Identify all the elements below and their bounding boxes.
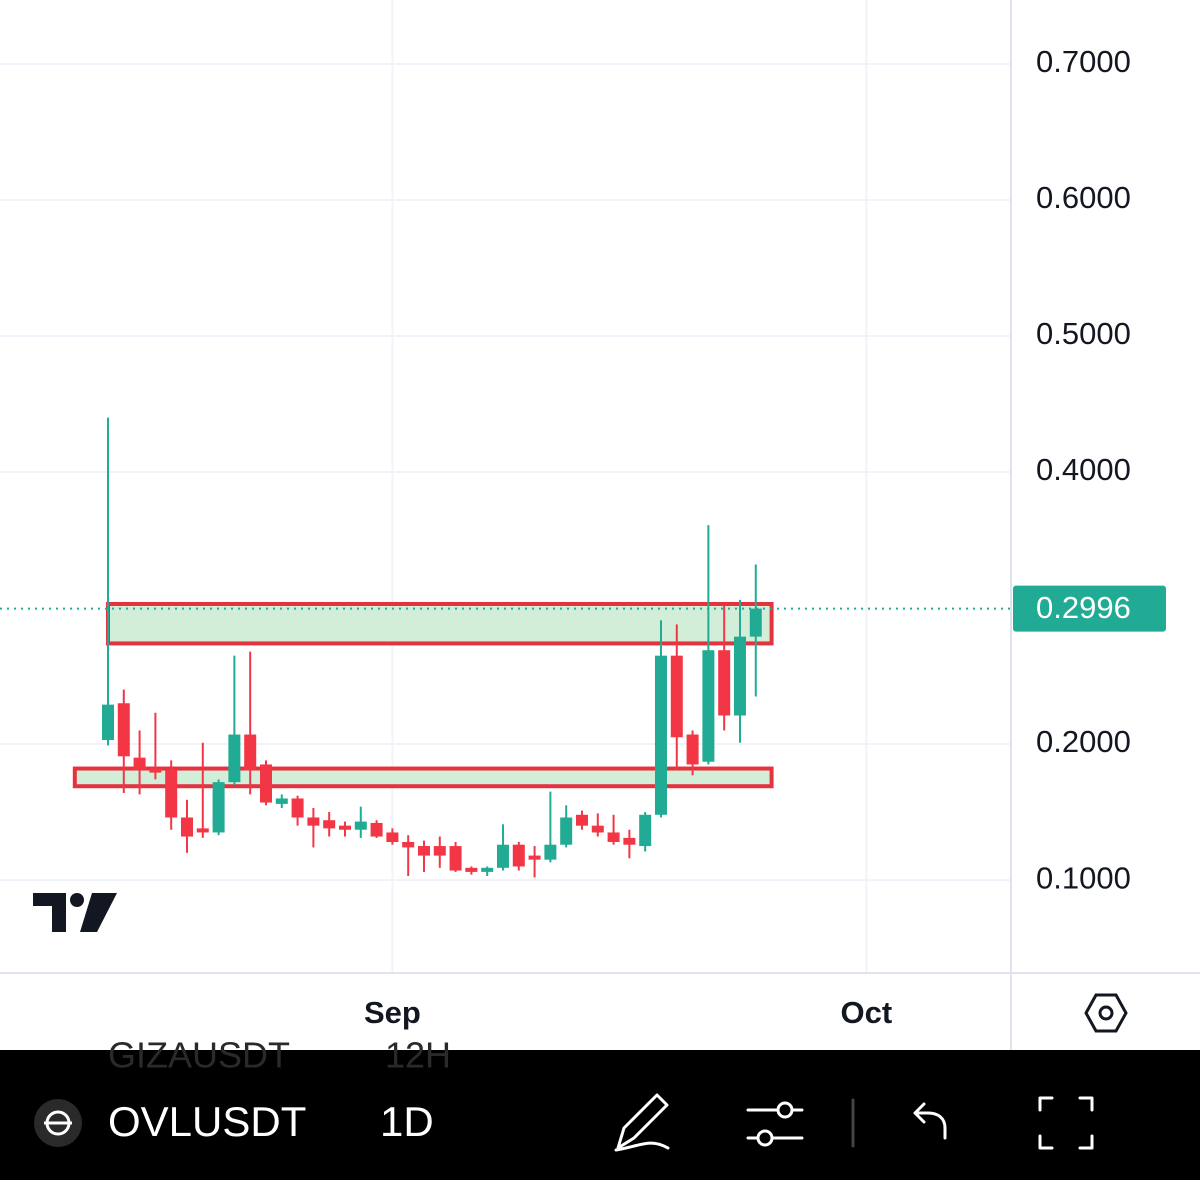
candle-body (354, 821, 367, 830)
candle-body (149, 768, 162, 773)
interval[interactable]: 1D (380, 1098, 434, 1145)
tradingview-logo (33, 893, 117, 932)
grid (0, 0, 1010, 972)
candle-body (465, 867, 478, 872)
bottom-toolbar (0, 1050, 1200, 1180)
candle-body (670, 655, 683, 738)
candle-body (180, 817, 193, 837)
candles (0, 417, 1010, 878)
candle-body (449, 846, 462, 871)
x-tick-label: Oct (841, 995, 893, 1030)
zone (105, 601, 774, 646)
candle-body (338, 825, 351, 830)
y-tick-label: 0.6000 (1036, 180, 1131, 215)
candle-body (591, 825, 604, 833)
candle-body (496, 844, 509, 868)
candle-body (417, 846, 430, 856)
candle-body (749, 608, 762, 637)
symbol-icon[interactable] (34, 1099, 82, 1147)
candle-body (654, 655, 667, 815)
y-tick-label: 0.1000 (1036, 860, 1131, 895)
candle-body (512, 844, 525, 867)
last-price-label: 0.2996 (1036, 590, 1131, 625)
candle-body (575, 814, 588, 826)
candle-body (528, 855, 541, 860)
last-price-badge (1013, 585, 1166, 632)
candle-body (370, 822, 383, 837)
candle-body (686, 734, 699, 765)
candle-body (560, 817, 573, 845)
zone (72, 766, 774, 789)
candle-body (433, 846, 446, 856)
candle-body (544, 844, 557, 860)
settings-icon[interactable] (1084, 993, 1128, 1033)
candle-body (244, 734, 257, 770)
indicators-icon[interactable] (746, 1101, 804, 1147)
candle-body (402, 841, 415, 848)
candle-body (733, 636, 746, 716)
candle-body (702, 650, 715, 762)
symbol[interactable]: OVLUSDT (108, 1098, 306, 1145)
draw-icon[interactable] (614, 1093, 670, 1152)
candle-body (386, 832, 399, 842)
candle-body (275, 798, 288, 804)
candle-body (623, 837, 636, 845)
candle-body (133, 757, 146, 770)
candle-body (718, 650, 731, 716)
y-tick-label: 0.2000 (1036, 724, 1131, 759)
fullscreen-icon[interactable] (1038, 1096, 1094, 1150)
candle-body (307, 817, 320, 826)
y-tick-label: 0.5000 (1036, 316, 1131, 351)
candle-body (323, 820, 336, 829)
candle-body (259, 764, 272, 803)
x-tick-label: Sep (364, 995, 421, 1030)
y-tick-label: 0.4000 (1036, 452, 1131, 487)
undo-icon[interactable] (913, 1102, 947, 1140)
labels: 0.1000 0.2000 0.4000 0.5000 0.6000 0.7000 Sep O… (364, 44, 1166, 1030)
ghost-interval: 12H (385, 1035, 451, 1076)
candle-body (165, 769, 178, 818)
y-tick-label: 0.7000 (1036, 44, 1131, 79)
candle-body (228, 734, 241, 783)
candle-body (212, 782, 225, 833)
candle-body (117, 703, 130, 757)
candle-body (481, 867, 494, 872)
candle-body (196, 828, 209, 833)
candle-body (639, 814, 652, 847)
candle-body (607, 832, 620, 842)
candle-body (291, 798, 304, 818)
ghost-symbol: GIZAUSDT (108, 1035, 290, 1076)
candle-body (101, 704, 114, 740)
